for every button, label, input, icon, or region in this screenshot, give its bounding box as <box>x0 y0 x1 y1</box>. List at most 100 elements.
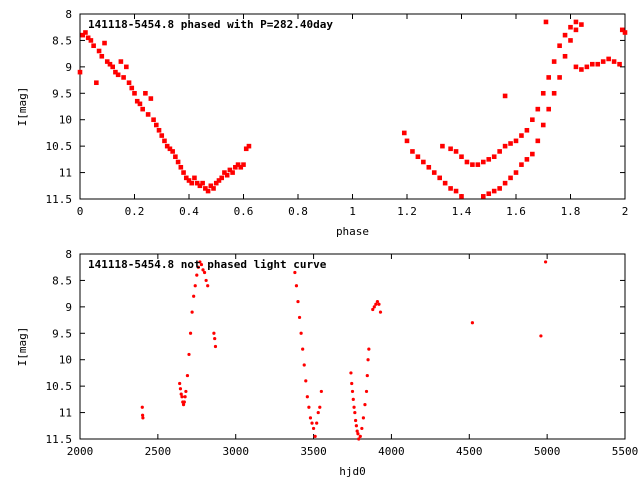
data-point <box>361 416 365 420</box>
data-point <box>206 284 210 288</box>
x-tick-label: 0.8 <box>288 205 308 218</box>
data-point <box>134 98 140 104</box>
data-point <box>184 389 188 394</box>
data-point <box>358 434 362 438</box>
x-tick-label: 0.2 <box>125 205 145 218</box>
data-point <box>294 284 299 288</box>
x-tick-label: 2500 <box>145 445 172 458</box>
data-point <box>307 405 311 409</box>
data-point <box>437 175 443 181</box>
y-tick-label: 8.5 <box>52 274 72 287</box>
data-point <box>350 389 355 394</box>
data-point <box>568 24 573 30</box>
data-point <box>199 262 204 267</box>
data-point <box>546 106 551 112</box>
data-point <box>357 437 361 441</box>
phased-chart: 0 0.2 0.4 0.6 0.8 1 1.2 1.4 1.6 1.8 2 8 8.5 9 9.5 10 10.… <box>16 8 628 238</box>
y-tick-label: 9 <box>65 301 72 314</box>
unphased-chart: 2000 2500 3000 3500 4000 4500 5000 5500 8 8.5 9 9.5… <box>16 248 638 478</box>
data-point <box>181 170 186 175</box>
data-point <box>159 133 165 138</box>
data-point <box>557 75 562 80</box>
data-point <box>372 305 376 309</box>
data-point <box>213 180 219 186</box>
data-point <box>96 48 102 54</box>
data-point <box>318 405 322 409</box>
data-point <box>595 61 601 67</box>
data-point <box>124 64 129 70</box>
y-tick-label: 10 <box>59 354 72 367</box>
data-point <box>203 186 208 191</box>
data-point <box>180 395 184 399</box>
data-point <box>110 64 115 70</box>
y-tick-label: 10 <box>59 114 72 127</box>
data-point <box>557 43 562 49</box>
data-point <box>508 175 513 181</box>
data-point <box>230 170 235 175</box>
x-tick-label: 1.8 <box>561 205 581 218</box>
data-point <box>619 27 625 33</box>
data-point <box>194 180 200 186</box>
data-point <box>187 352 191 357</box>
data-point <box>481 159 486 165</box>
data-point <box>539 334 543 338</box>
y-tick-label: 8 <box>65 248 72 261</box>
data-point <box>148 96 154 101</box>
data-point <box>94 80 99 86</box>
data-point <box>195 273 199 277</box>
data-point <box>151 117 156 123</box>
data-point <box>546 75 551 80</box>
data-point <box>222 170 227 175</box>
y-tick-label: 10.5 <box>46 140 73 153</box>
data-point <box>535 106 541 112</box>
data-point <box>102 40 107 46</box>
data-point <box>113 69 118 75</box>
data-point <box>579 67 584 72</box>
data-point <box>80 32 86 38</box>
data-point <box>524 157 530 162</box>
data-point <box>453 188 459 194</box>
data-point <box>421 159 426 165</box>
data-point <box>540 90 546 96</box>
data-point <box>453 149 459 154</box>
data-point <box>491 188 497 194</box>
data-point <box>364 389 369 394</box>
data-point <box>185 373 190 378</box>
data-point <box>115 72 121 78</box>
data-point <box>481 194 486 199</box>
data-point <box>99 53 105 59</box>
data-point <box>173 154 178 160</box>
data-point <box>600 59 606 64</box>
data-point <box>190 310 194 314</box>
data-point <box>551 59 557 64</box>
y-tick-label: 11 <box>59 167 72 180</box>
data-point <box>360 426 364 431</box>
data-point <box>354 424 358 428</box>
y-axis-label: I[mag] <box>16 327 29 367</box>
data-point <box>459 194 464 199</box>
data-point <box>579 22 584 27</box>
y-tick-label: 8.5 <box>52 34 72 47</box>
data-point <box>188 331 193 335</box>
data-point <box>137 101 143 107</box>
data-point <box>519 162 524 167</box>
data-point <box>181 403 186 407</box>
data-point <box>189 180 195 186</box>
data-point <box>606 56 611 62</box>
data-point <box>530 151 535 157</box>
data-point <box>201 268 205 272</box>
data-point <box>315 421 319 425</box>
data-point <box>543 260 548 264</box>
data-point <box>551 90 557 96</box>
data-point <box>355 429 359 433</box>
y-axis-label: I[mag] <box>16 87 29 127</box>
x-tick-label: 0.6 <box>234 205 254 218</box>
data-point <box>140 413 145 417</box>
data-point <box>126 80 132 86</box>
data-point <box>365 373 369 378</box>
data-point <box>354 418 358 423</box>
x-tick-label: 5000 <box>534 445 561 458</box>
data-point <box>241 162 246 167</box>
data-point <box>183 175 189 181</box>
x-tick-label: 0 <box>77 205 84 218</box>
